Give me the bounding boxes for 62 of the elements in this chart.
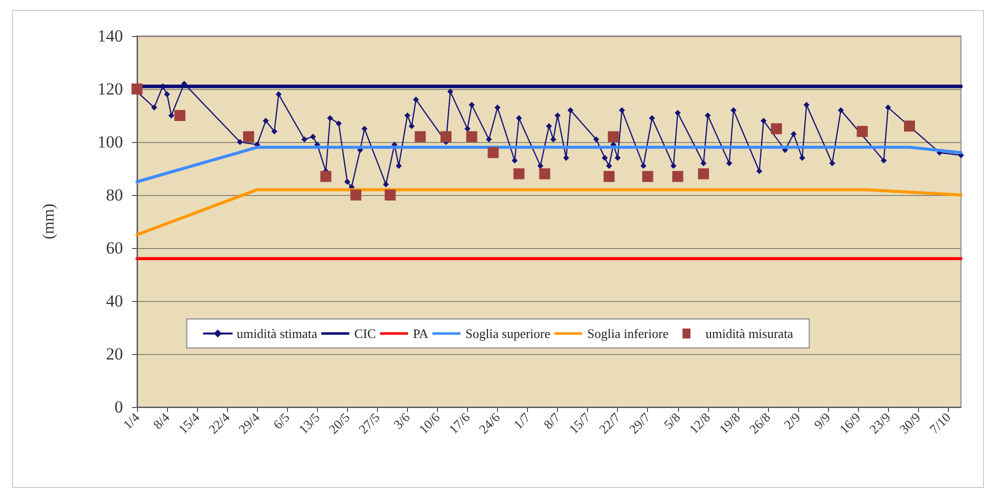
legend-label: Soglia superiore [465,326,550,341]
x-tick-label: 2/9 [780,410,804,432]
y-tick-label: 40 [106,292,123,310]
x-tick-label: 15/7 [566,409,594,437]
point [350,190,362,200]
point [243,131,254,142]
x-tick-label: 9/9 [810,410,834,432]
x-tick-label: 16/9 [836,410,864,437]
x-tick-label: 29/4 [236,409,263,437]
x-tick-label: 24/6 [476,409,504,437]
point [320,170,332,182]
point [414,131,426,142]
y-tick-label: 60 [106,238,123,258]
x-tick-label: 22/4 [205,409,233,437]
point [488,147,499,158]
x-tick-label: 29/7 [626,409,654,437]
x-tick-label: 13/5 [296,410,323,437]
point [384,190,396,200]
point [604,170,615,182]
x-tick-label: 19/8 [716,410,744,437]
x-tick-label: 6/5 [270,410,293,432]
x-tick-label: 12/8 [686,410,714,437]
point [608,131,619,142]
point [440,131,452,142]
y-tick-label: 80 [106,186,123,204]
legend-label: umidità misurata [705,326,794,341]
x-tick-label: 3/6 [390,409,414,432]
x-tick-label: 17/6 [446,409,474,437]
y-tick-label: 0 [114,398,123,416]
point [698,168,709,180]
point [904,120,915,132]
legend-label: CIC [354,326,376,341]
x-tick-label: 23/9 [866,410,894,437]
point [539,168,550,180]
point [513,168,524,180]
y-tick-label: 140 [98,26,123,46]
x-tick-label: 8/4 [150,409,173,432]
x-tick-label: 7/10 [926,410,954,437]
point [642,170,654,182]
point [174,110,186,121]
x-tick-label: 20/5 [326,410,353,437]
point [672,170,684,182]
x-tick-label: 1/7 [510,409,534,432]
x-tick-label: 27/5 [356,410,383,437]
legend-label: PA [412,326,430,341]
x-tick-label: 10/6 [416,409,444,437]
point [856,126,868,137]
x-tick-label: 8/7 [540,409,564,432]
x-tick-label: 22/7 [596,409,624,437]
legend-label: Soglia inferiore [587,326,669,341]
y-axis-title: (mm) [40,204,58,240]
x-tick-label: 30/9 [896,410,924,437]
point [466,131,478,142]
y-tick-label: 120 [98,80,123,98]
y-tick-label: 20 [106,344,123,364]
point [770,123,782,134]
legend-label: umidità stimata [236,326,318,341]
point [132,84,142,94]
x-tick-label: 5/8 [660,410,684,432]
y-tick-label: 100 [98,132,123,152]
x-tick-label: 26/8 [746,410,774,437]
x-tick-label: 15/4 [175,409,203,437]
